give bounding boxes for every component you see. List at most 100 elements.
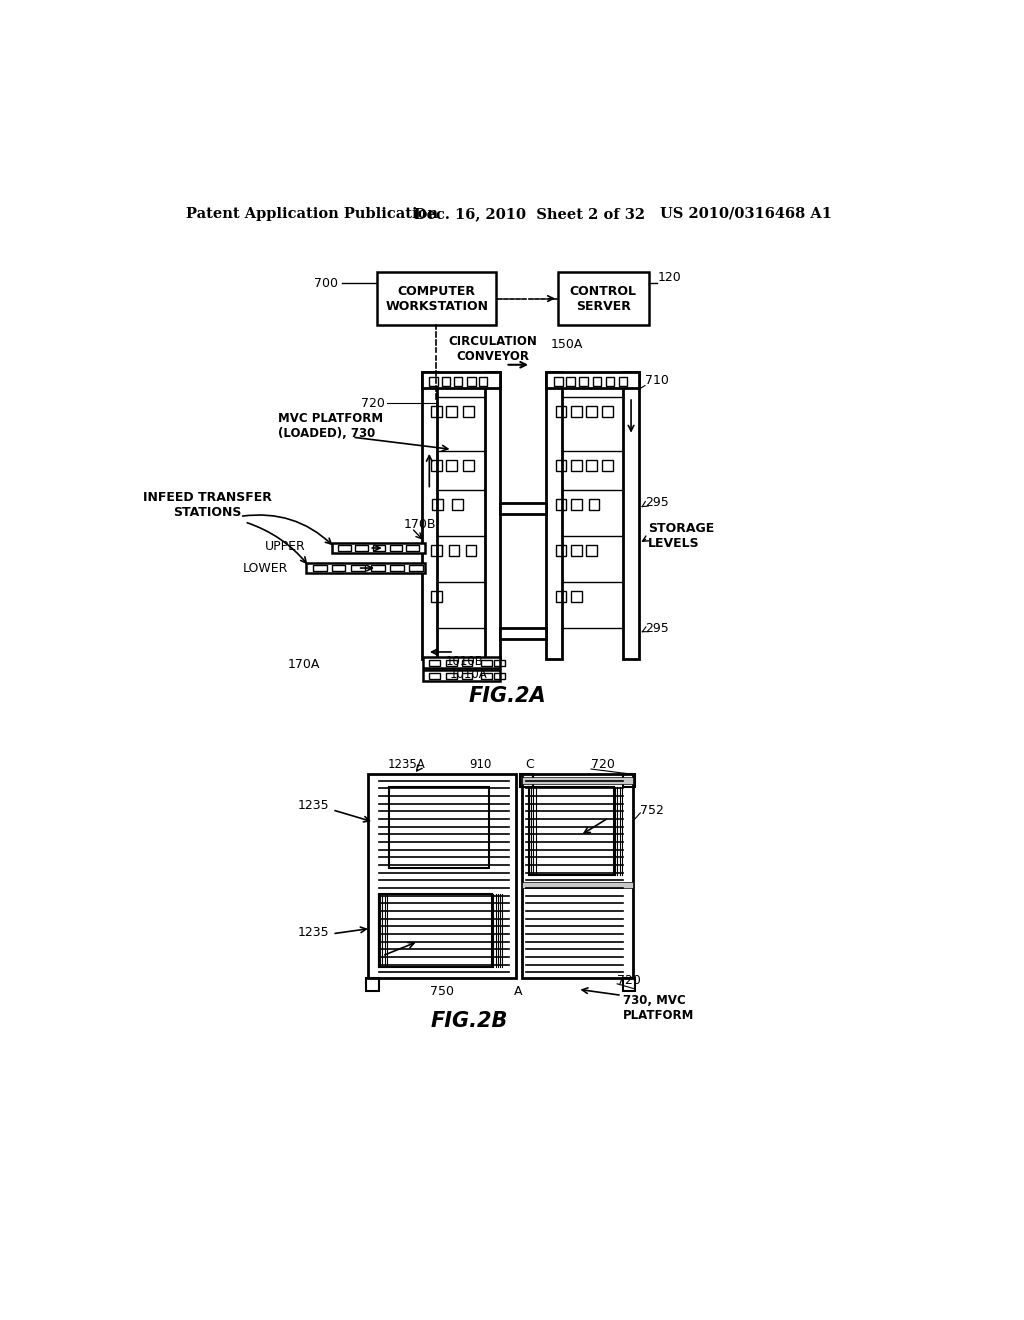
Text: 1235A: 1235A [387, 758, 425, 771]
Text: A: A [514, 985, 522, 998]
Bar [379, 894, 493, 966]
Text: 700: 700 [314, 277, 339, 289]
Bar [566, 378, 574, 385]
Bar [454, 378, 463, 385]
Bar [367, 978, 379, 991]
Bar [467, 378, 475, 385]
Bar [463, 461, 474, 471]
Bar [587, 545, 597, 556]
Bar [332, 565, 345, 572]
Bar [520, 775, 532, 787]
Bar [618, 378, 628, 385]
Text: 170A: 170A [288, 657, 321, 671]
Bar [368, 775, 515, 978]
Text: 710: 710 [645, 374, 669, 387]
Bar [478, 378, 487, 385]
Bar [624, 372, 639, 659]
Bar [429, 660, 440, 665]
Text: 1235: 1235 [298, 925, 330, 939]
Bar [355, 545, 368, 552]
Bar [494, 673, 505, 678]
Bar [351, 565, 365, 572]
Bar [390, 565, 403, 572]
Bar [521, 882, 634, 888]
Bar [571, 407, 582, 417]
Text: LOWER: LOWER [243, 562, 288, 576]
Bar [431, 461, 441, 471]
Text: US 2010/0316468 A1: US 2010/0316468 A1 [660, 207, 833, 220]
Bar [423, 671, 500, 681]
Bar [423, 657, 500, 668]
Bar [547, 372, 639, 388]
Text: 720: 720 [360, 397, 385, 409]
Bar [593, 378, 601, 385]
Bar [446, 660, 457, 665]
Text: 120: 120 [658, 271, 682, 284]
Bar [333, 543, 425, 553]
Bar [481, 660, 492, 665]
Bar [453, 499, 463, 510]
Bar [547, 372, 562, 659]
Bar [407, 545, 419, 552]
Bar [529, 787, 614, 875]
Bar [500, 503, 547, 515]
Bar [446, 461, 457, 471]
Bar [463, 407, 474, 417]
Bar [500, 628, 547, 639]
Bar [623, 775, 635, 787]
Bar [605, 378, 614, 385]
Bar [602, 461, 612, 471]
Text: CONTROL
SERVER: CONTROL SERVER [569, 285, 637, 313]
Text: 150A: 150A [551, 338, 584, 351]
Bar [623, 978, 635, 991]
Text: 750: 750 [430, 985, 454, 998]
Bar [431, 407, 441, 417]
Bar [484, 372, 500, 659]
Bar [390, 545, 402, 552]
Bar [429, 378, 438, 385]
Text: Patent Application Publication: Patent Application Publication [186, 207, 438, 220]
Bar [431, 545, 441, 556]
Bar [389, 787, 489, 867]
Bar [446, 407, 457, 417]
Text: 1010A: 1010A [450, 668, 487, 681]
Bar [371, 565, 385, 572]
Bar [432, 499, 443, 510]
Text: 720: 720 [591, 758, 614, 771]
Bar [481, 673, 492, 678]
Bar [431, 591, 441, 602]
Text: STORAGE
LEVELS: STORAGE LEVELS [648, 521, 715, 549]
Bar [446, 673, 457, 678]
Text: FIG.2B: FIG.2B [431, 1011, 508, 1031]
Bar [556, 591, 566, 602]
Bar [410, 565, 423, 572]
Text: 295: 295 [645, 496, 669, 510]
Bar [441, 378, 451, 385]
Bar [449, 545, 460, 556]
Bar [377, 272, 497, 325]
Bar [556, 545, 566, 556]
Text: 1010B: 1010B [445, 655, 483, 668]
Bar [556, 499, 566, 510]
Bar [556, 461, 566, 471]
Bar [571, 461, 582, 471]
Bar [558, 272, 649, 325]
Text: UPPER: UPPER [264, 540, 305, 553]
Bar [373, 545, 385, 552]
Text: C: C [525, 758, 534, 771]
Bar [587, 461, 597, 471]
Bar [554, 378, 562, 385]
Bar [422, 372, 437, 659]
Bar [571, 591, 582, 602]
Bar [571, 545, 582, 556]
Text: FIG.2A: FIG.2A [469, 686, 547, 706]
Text: MVC PLATFORM
(LOADED), 730: MVC PLATFORM (LOADED), 730 [279, 412, 384, 441]
Text: 910: 910 [469, 758, 492, 771]
Text: 730, MVC
PLATFORM: 730, MVC PLATFORM [624, 994, 694, 1022]
Bar [587, 407, 597, 417]
Text: 1235: 1235 [298, 799, 330, 812]
Bar [306, 562, 425, 573]
Bar [602, 407, 612, 417]
Bar [313, 565, 327, 572]
Bar [462, 673, 472, 678]
